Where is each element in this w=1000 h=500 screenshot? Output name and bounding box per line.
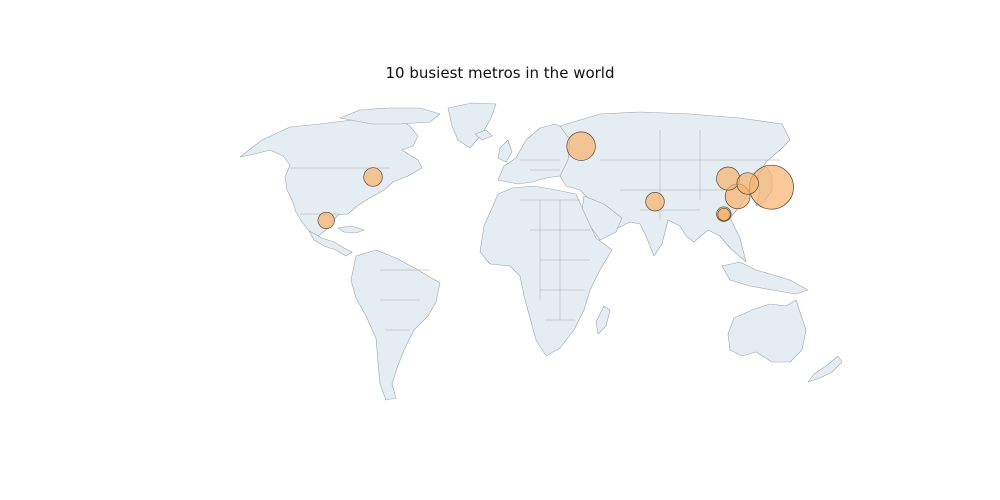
arctic-islands xyxy=(339,107,441,125)
metro-bubble-6 xyxy=(645,192,665,212)
metro-bubble-10 xyxy=(717,207,731,222)
greenland-landmass xyxy=(447,102,497,149)
metro-bubble-7 xyxy=(363,167,383,187)
south-america-landmass xyxy=(350,249,441,401)
metro-bubble-8 xyxy=(317,211,335,229)
metro-bubble-4 xyxy=(716,166,741,191)
metro-bubbles xyxy=(317,131,794,229)
metro-bubble-2 xyxy=(566,131,596,161)
madagascar-island xyxy=(595,305,611,335)
africa-landmass xyxy=(479,185,613,357)
british-isles xyxy=(497,139,513,163)
land-layer xyxy=(239,102,843,401)
metro-bubble-5 xyxy=(736,172,759,195)
new-zealand-islands xyxy=(807,355,843,383)
iceland-island xyxy=(474,129,493,141)
central-america-landmass xyxy=(308,230,353,257)
australia-landmass xyxy=(727,299,807,363)
map-title: 10 busiest metros in the world xyxy=(385,64,615,82)
caribbean-islands xyxy=(337,225,365,234)
southeast-asia-islands xyxy=(721,261,809,295)
